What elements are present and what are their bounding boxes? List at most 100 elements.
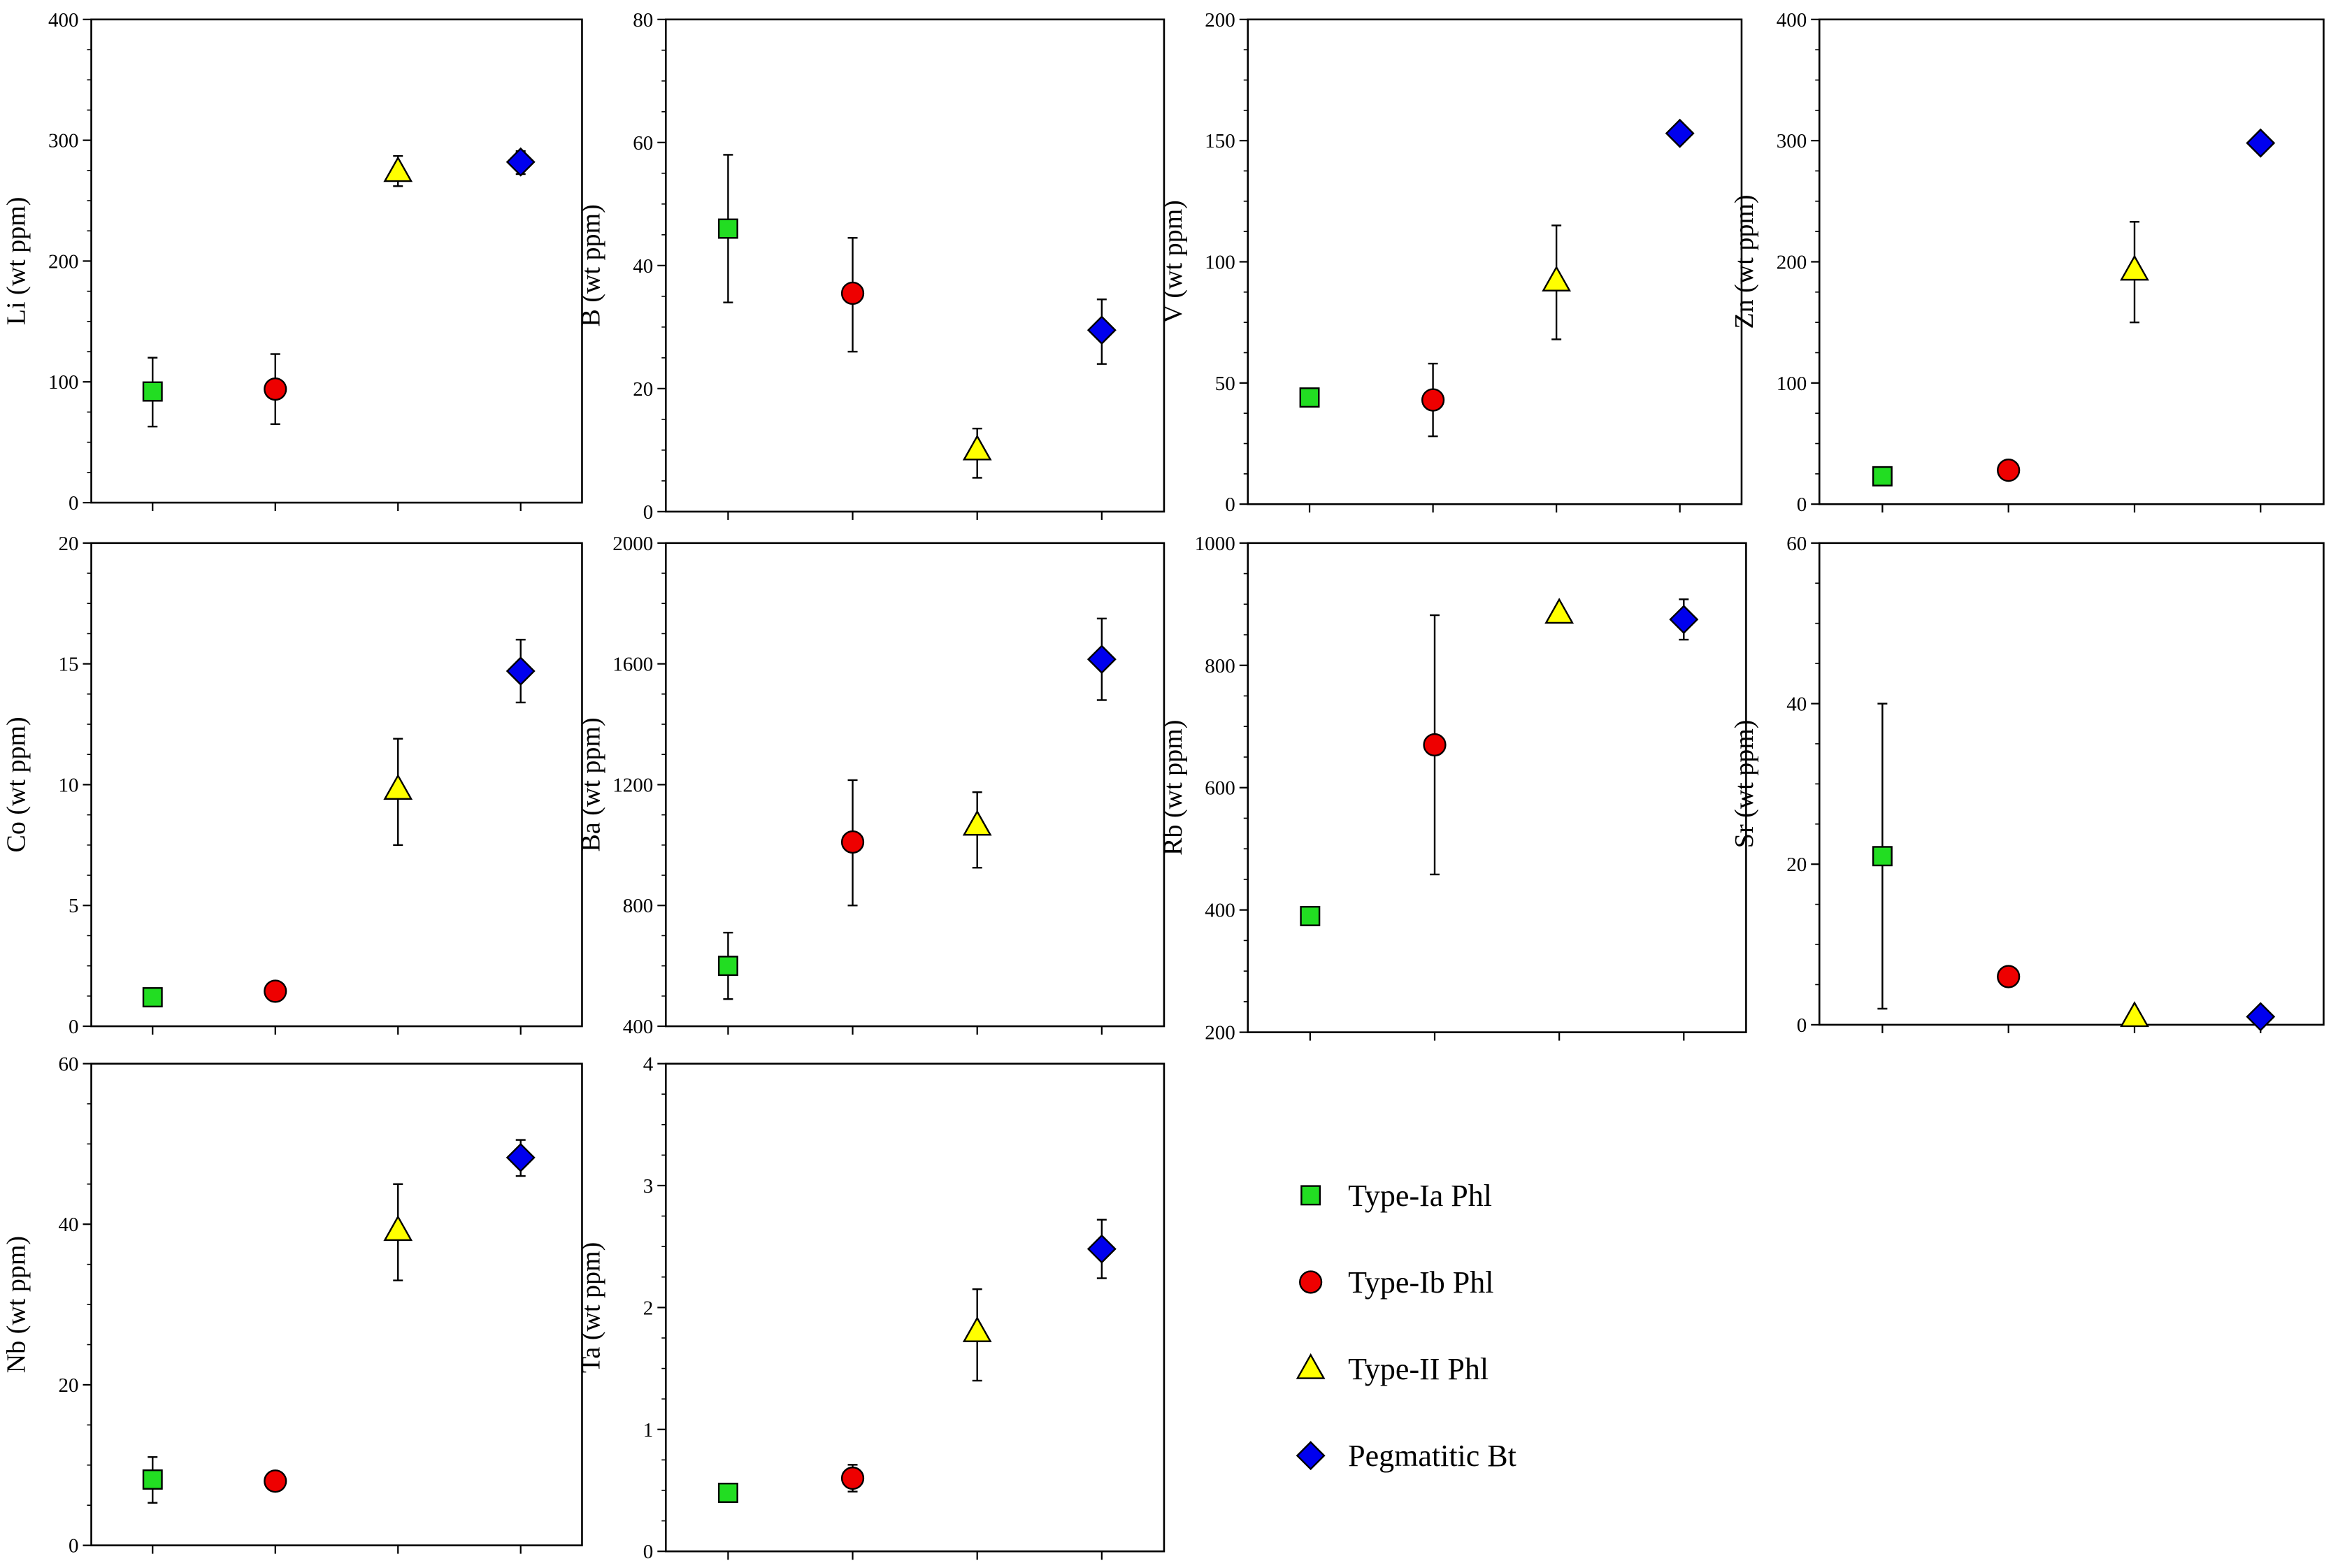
data-point-square — [717, 956, 738, 977]
data-point-diamond — [2246, 1002, 2276, 1032]
y-axis-title: V (wt ppm) — [1159, 200, 1188, 324]
y-tick-label: 5 — [69, 895, 79, 917]
data-point-triangle — [962, 434, 992, 461]
y-tick-label: 20 — [633, 378, 653, 401]
y-tick-label: 20 — [1786, 854, 1807, 876]
y-axis-title: Nb (wt ppm) — [2, 1236, 31, 1373]
plot-frame — [90, 1063, 583, 1546]
data-point-triangle — [2120, 254, 2149, 281]
data-point-square — [717, 1482, 738, 1503]
data-point-diamond — [1086, 315, 1117, 345]
y-tick-label: 0 — [643, 501, 654, 524]
chart-panel-nb: 0 20 40 60 Nb (wt ppm) — [2, 1053, 583, 1558]
y-tick-label: 100 — [48, 371, 79, 394]
plot-frame — [1818, 18, 2325, 505]
legend-marker-diamond — [1296, 1441, 1326, 1471]
y-axis-title: Rb (wt ppm) — [1159, 720, 1188, 856]
y-tick-label: 200 — [1777, 252, 1807, 274]
y-tick-label: 20 — [59, 533, 79, 555]
y-tick-label: 1 — [643, 1419, 654, 1441]
plot-frame — [664, 1063, 1166, 1553]
legend-item: Pegmatitic Bt — [1296, 1439, 1516, 1473]
y-tick-label: 10 — [59, 774, 79, 796]
chart-panel-b: 0 20 40 60 80 B (wt ppm) — [576, 9, 1166, 524]
y-tick-label: 200 — [1205, 1022, 1235, 1044]
y-tick-label: 50 — [1215, 373, 1235, 395]
legend-label: Type-Ib Phl — [1348, 1265, 1493, 1300]
data-point-square — [142, 987, 163, 1008]
y-axis-title: Li (wt ppm) — [2, 197, 31, 326]
y-tick-label: 600 — [1205, 777, 1235, 800]
data-point-diamond — [1086, 645, 1117, 675]
data-point-circle — [1997, 965, 2021, 988]
y-tick-label: 2 — [643, 1297, 654, 1319]
data-point-square — [1299, 387, 1320, 408]
data-point-diamond — [1086, 1234, 1117, 1264]
y-tick-label: 400 — [48, 9, 79, 31]
legend-item: Type-Ib Phl — [1299, 1265, 1493, 1300]
y-tick-label: 300 — [48, 130, 79, 152]
y-tick-label: 40 — [59, 1214, 79, 1236]
y-tick-label: 20 — [59, 1374, 79, 1397]
chart-panel-ta: 0 1 2 3 4 Ta (wt ppm) — [576, 1053, 1166, 1563]
y-tick-label: 0 — [1797, 1014, 1807, 1037]
y-tick-label: 400 — [1205, 900, 1235, 922]
chart-panel-ba: 400 800 1200 1600 2000 Ba (wt ppm) — [576, 533, 1166, 1038]
data-point-square — [142, 1469, 163, 1490]
y-axis-title: B (wt ppm) — [576, 204, 605, 326]
data-point-triangle — [1542, 265, 1572, 292]
y-tick-label: 800 — [1205, 655, 1235, 677]
y-tick-label: 1000 — [1195, 533, 1235, 555]
plot-frame — [1247, 18, 1743, 505]
chart-panel-rb: 200 400 600 800 1000 Rb (wt ppm) — [1159, 533, 1747, 1044]
chart-panel-li: 0 100 200 300 400 Li (wt ppm) — [2, 9, 583, 515]
y-tick-label: 800 — [623, 895, 654, 917]
y-tick-label: 60 — [1786, 533, 1807, 555]
y-tick-label: 60 — [633, 132, 653, 154]
data-point-square — [1872, 466, 1893, 487]
data-point-diamond — [505, 147, 536, 177]
plot-frame — [1247, 542, 1747, 1033]
y-tick-label: 1600 — [612, 654, 653, 676]
data-point-triangle — [962, 1316, 992, 1342]
data-point-triangle — [383, 156, 413, 182]
y-tick-label: 100 — [1205, 252, 1235, 274]
y-tick-label: 200 — [1205, 9, 1235, 31]
y-tick-label: 40 — [633, 255, 653, 278]
data-point-diamond — [505, 1142, 536, 1172]
y-tick-label: 80 — [633, 9, 653, 31]
data-point-circle — [264, 979, 287, 1003]
plot-frame — [664, 18, 1166, 513]
y-tick-label: 4 — [643, 1053, 654, 1076]
data-point-diamond — [1669, 605, 1699, 635]
legend-item: Type-II Phl — [1296, 1352, 1489, 1386]
y-axis-title: Zn (wt ppm) — [1730, 194, 1759, 329]
data-point-circle — [1421, 388, 1445, 412]
legend-marker-triangle — [1296, 1353, 1326, 1379]
plot-frame — [90, 542, 583, 1028]
y-tick-label: 400 — [1777, 9, 1807, 31]
data-point-triangle — [383, 773, 413, 800]
legend-marker-circle — [1299, 1270, 1323, 1294]
data-point-circle — [840, 830, 865, 854]
y-axis-title: Co (wt ppm) — [2, 717, 31, 852]
y-tick-label: 150 — [1205, 130, 1235, 152]
chart-panel-zn: 0 100 200 300 400 Zn (wt ppm) — [1730, 9, 2325, 516]
plot-frame — [1818, 542, 2325, 1026]
chart-panel-v: 0 50 100 150 200 V (wt ppm) — [1159, 9, 1743, 516]
legend-label: Pegmatitic Bt — [1348, 1439, 1516, 1473]
y-tick-label: 0 — [1797, 494, 1807, 516]
data-point-triangle — [383, 1215, 413, 1242]
y-tick-label: 2000 — [612, 533, 653, 555]
legend-label: Type-II Phl — [1348, 1352, 1489, 1386]
legend-item: Type-Ia Phl — [1300, 1179, 1492, 1213]
data-point-circle — [840, 1466, 865, 1490]
y-tick-label: 300 — [1777, 130, 1807, 152]
data-point-square — [1300, 905, 1321, 926]
y-tick-label: 0 — [1225, 494, 1235, 516]
legend-marker-square — [1300, 1185, 1321, 1206]
data-point-circle — [840, 281, 865, 305]
data-point-circle — [264, 1469, 287, 1493]
data-point-circle — [264, 377, 287, 401]
